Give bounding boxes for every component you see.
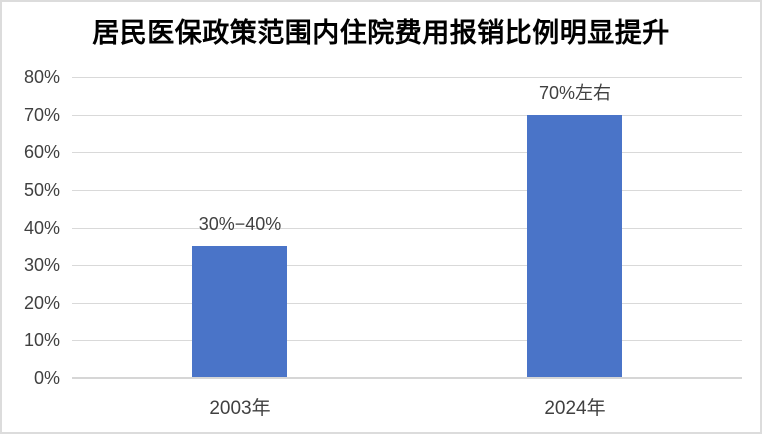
gridline (72, 340, 742, 341)
gridline (72, 190, 742, 191)
gridline (72, 265, 742, 266)
value-label: 70%左右 (538, 83, 612, 103)
y-tick-label: 40% (23, 218, 60, 238)
gridline (72, 152, 742, 153)
gridline (72, 115, 742, 116)
value-label: 30%−40% (198, 214, 282, 234)
gridline (72, 228, 742, 229)
x-tick-label: 2003年 (209, 398, 271, 419)
x-tick-label: 2024年 (544, 398, 606, 419)
y-tick-label: 20% (23, 293, 60, 313)
y-tick-label: 30% (23, 255, 60, 275)
y-tick-label: 70% (23, 105, 60, 125)
bar-2024年 (527, 115, 622, 377)
y-tick-label: 10% (23, 330, 60, 350)
bar-2003年 (192, 246, 287, 377)
y-tick-label: 60% (23, 142, 60, 162)
chart-title: 居民医保政策范围内住院费用报销比例明显提升 (92, 18, 670, 48)
gridline (72, 77, 742, 78)
y-tick-label: 0% (33, 368, 60, 388)
y-tick-label: 80% (23, 67, 60, 87)
gridline (72, 303, 742, 304)
x-axis-line (72, 377, 742, 379)
y-tick-label: 50% (23, 180, 60, 200)
